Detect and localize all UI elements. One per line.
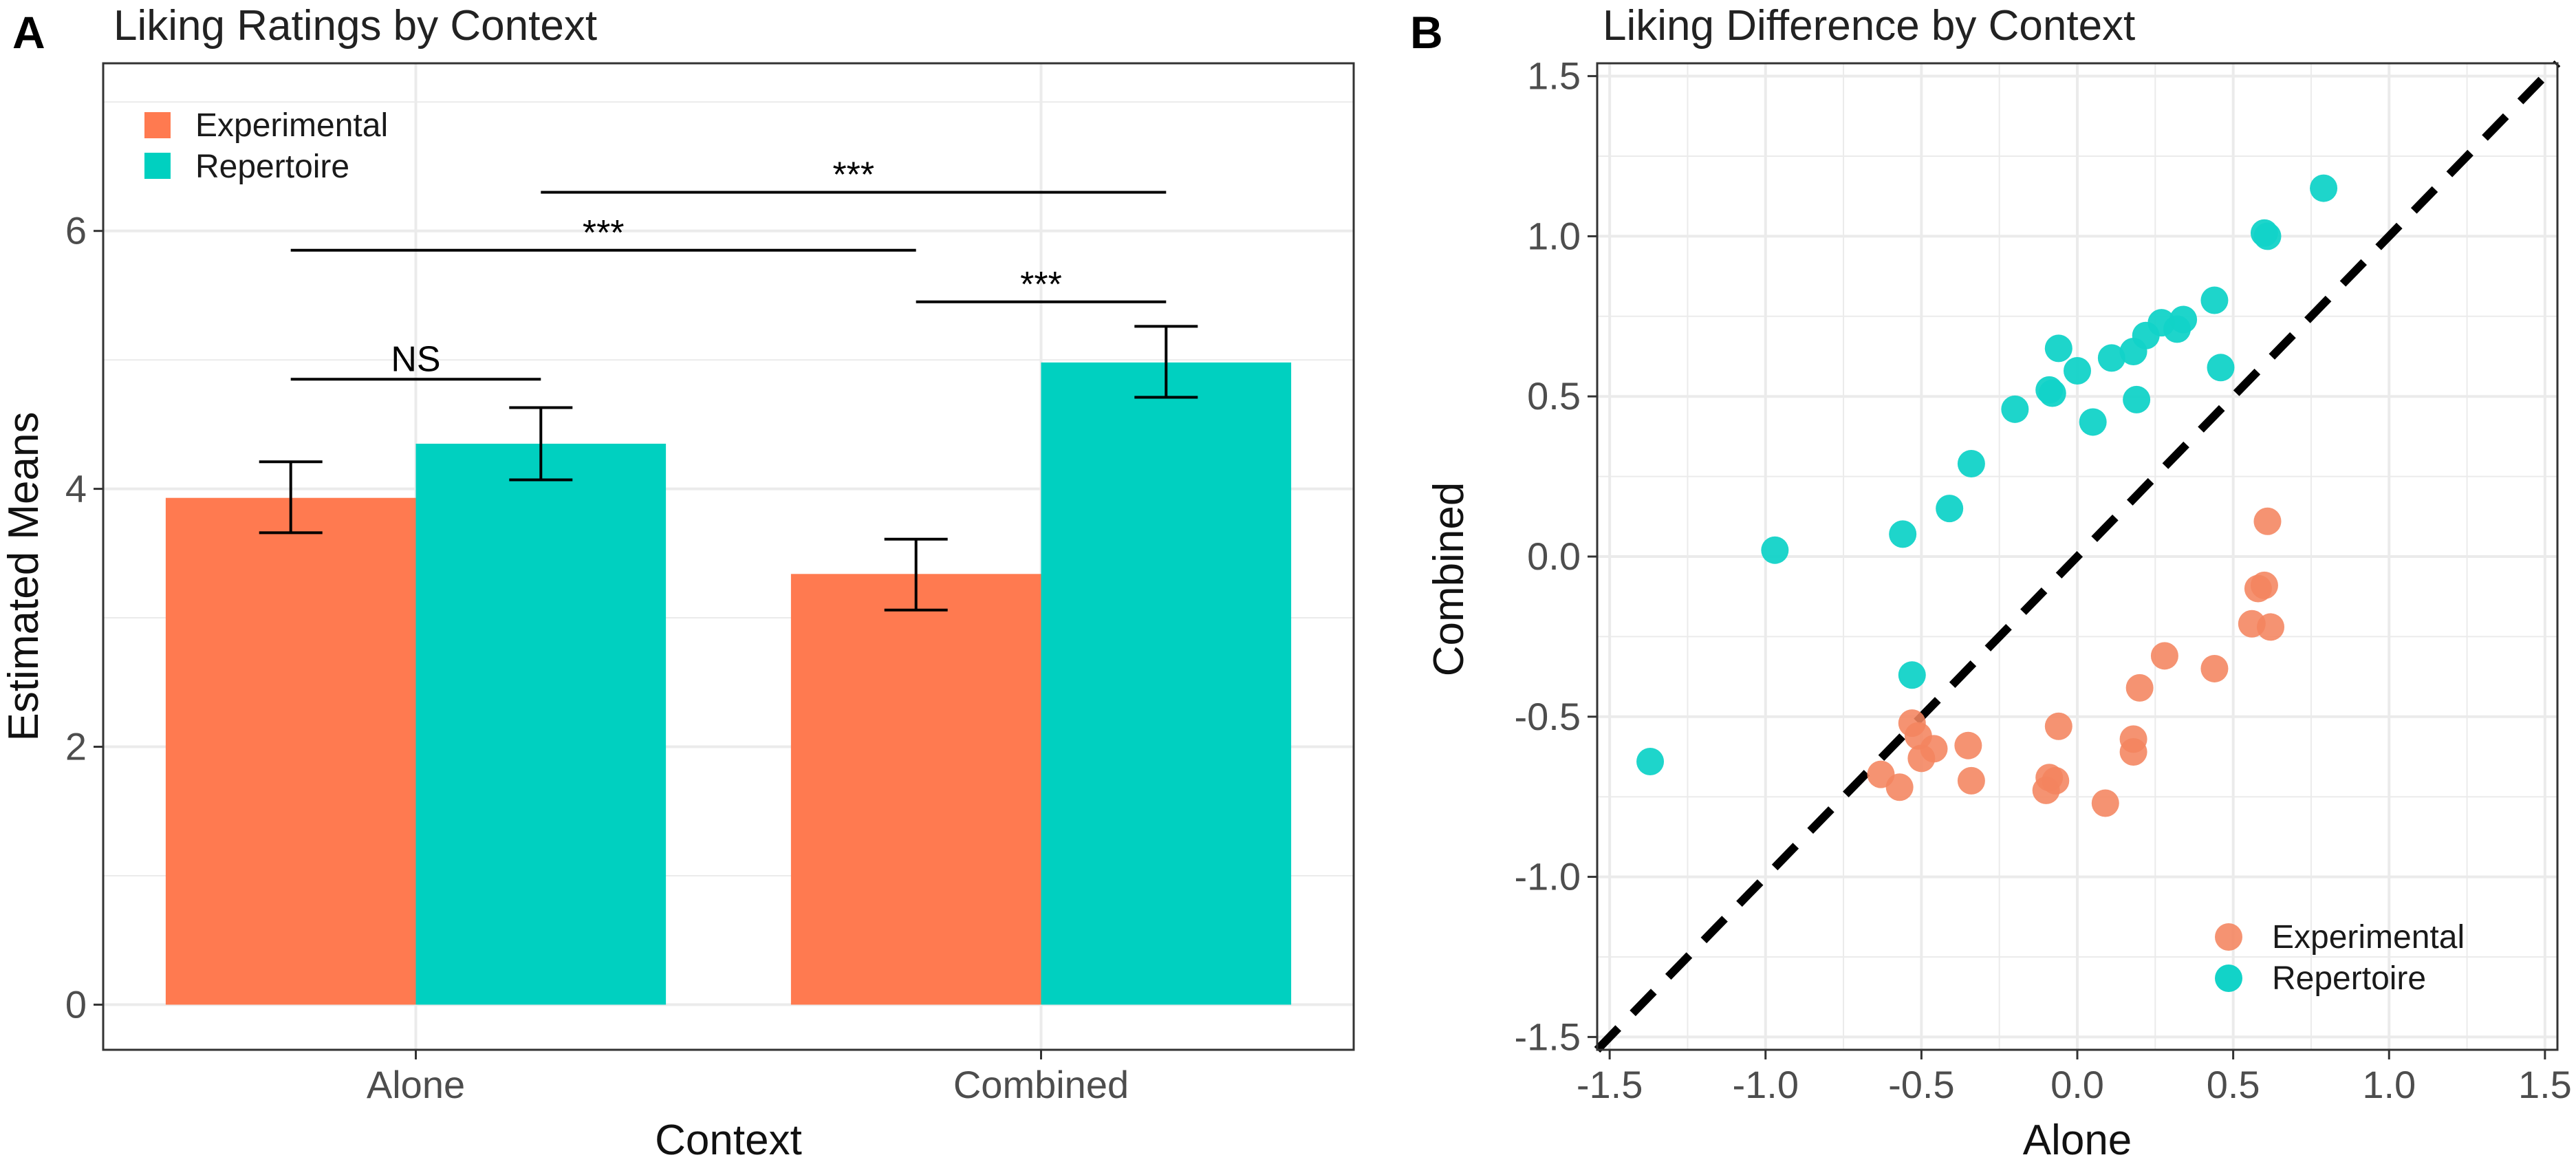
x-tick-label: -1.5 — [1577, 1063, 1643, 1106]
y-tick-label: 0 — [65, 982, 87, 1026]
point-repertoire — [2310, 174, 2338, 202]
y-tick-label: -1.0 — [1515, 855, 1581, 898]
x-tick-label: 0.5 — [2207, 1063, 2260, 1106]
point-experimental — [2044, 712, 2072, 740]
point-repertoire — [2038, 379, 2066, 407]
bar-alone-repertoire — [415, 443, 667, 1005]
y-tick-label: 4 — [65, 467, 87, 510]
point-experimental — [2119, 738, 2147, 766]
point-repertoire — [2001, 395, 2029, 423]
point-experimental — [1954, 731, 1982, 759]
legend-key-repertoire — [2215, 964, 2242, 992]
point-experimental — [2091, 789, 2119, 817]
x-tick-label: -1.0 — [1733, 1063, 1799, 1106]
significance-label: *** — [583, 213, 625, 253]
bar-chart-panel-border — [102, 62, 1355, 1051]
point-experimental — [2150, 642, 2178, 670]
point-experimental — [1920, 735, 1948, 763]
bar-combined-experimental — [790, 574, 1041, 1005]
y-tick-label: 6 — [65, 209, 87, 252]
point-experimental — [2200, 654, 2229, 682]
legend-label-repertoire: Repertoire — [195, 149, 349, 185]
point-repertoire — [2079, 408, 2107, 436]
y-tick-label: 1.0 — [1527, 214, 1581, 257]
bar-chart-legend: Experimental Repertoire — [144, 107, 388, 185]
x-tick-label: 0.0 — [2050, 1063, 2104, 1106]
x-tick-label: Alone — [367, 1063, 465, 1106]
bar-chart-ticks: 0 2 4 6 Alone Combined — [65, 209, 1129, 1106]
scatter-chart-ticks: -1.5 -1.0 -0.5 0.0 0.5 1.0 1.5 -1.5 -1.0 -0.5 0.0 0… — [1515, 54, 2572, 1106]
point-experimental — [2125, 673, 2154, 702]
point-repertoire — [2169, 305, 2198, 334]
y-tick-label: -0.5 — [1515, 695, 1581, 738]
point-experimental — [2257, 613, 2285, 641]
scatter-chart-x-axis-title: Alone — [2023, 1117, 2132, 1164]
scatter-chart-y-axis-title: Combined — [1425, 482, 1473, 677]
point-repertoire — [2064, 356, 2091, 385]
significance-label: *** — [832, 155, 874, 195]
y-tick-label: 0.5 — [1527, 374, 1581, 418]
legend-label-experimental: Experimental — [2272, 919, 2465, 956]
point-repertoire — [2207, 354, 2235, 382]
legend-label-experimental: Experimental — [195, 107, 388, 144]
bar-combined-repertoire — [1041, 362, 1292, 1005]
point-repertoire — [1761, 536, 1789, 564]
point-experimental — [2042, 766, 2070, 795]
y-tick-label: 0.0 — [1527, 535, 1581, 578]
significance-label: NS — [391, 339, 440, 379]
y-tick-label: 2 — [65, 724, 87, 768]
point-repertoire — [1898, 661, 1926, 689]
significance-label: *** — [1020, 265, 1062, 305]
point-repertoire — [1936, 495, 1964, 523]
identity-reference-line — [1594, 60, 2561, 1053]
point-experimental — [1957, 766, 1985, 795]
point-experimental — [2253, 507, 2282, 535]
legend-key-experimental — [144, 112, 171, 138]
point-repertoire — [1957, 449, 1985, 477]
bar-chart-bars — [165, 362, 1292, 1005]
scatter-chart-points — [1636, 174, 2338, 817]
bar-chart-x-axis-title: Context — [655, 1117, 802, 1164]
point-experimental — [2250, 571, 2278, 599]
point-repertoire — [2123, 385, 2151, 413]
x-tick-label: Combined — [953, 1063, 1129, 1106]
panel-a-letter: A — [12, 7, 45, 58]
legend-label-repertoire: Repertoire — [2272, 960, 2426, 997]
bar-chart-error-bars — [259, 325, 1198, 612]
point-repertoire — [2044, 334, 2072, 363]
bar-chart-significance-brackets: NS *** *** *** — [290, 155, 1167, 381]
point-repertoire — [2253, 222, 2282, 250]
point-experimental — [1885, 773, 1914, 801]
scatter-chart-title: Liking Difference by Context — [1603, 2, 2135, 50]
point-repertoire — [1889, 520, 1917, 548]
scatter-chart-legend: Experimental Repertoire — [2215, 919, 2465, 997]
point-repertoire — [2200, 286, 2229, 314]
bar-alone-experimental — [165, 497, 416, 1005]
point-repertoire — [1636, 747, 1665, 775]
x-tick-label: -0.5 — [1888, 1063, 1955, 1106]
x-tick-label: 1.5 — [2518, 1063, 2572, 1106]
panel-b-letter: B — [1410, 7, 1443, 58]
bar-chart-y-axis-title: Estimated Means — [0, 412, 47, 742]
legend-key-repertoire — [144, 153, 171, 179]
y-tick-label: -1.5 — [1515, 1015, 1581, 1058]
bar-chart-title: Liking Ratings by Context — [113, 2, 597, 50]
y-tick-label: 1.5 — [1527, 54, 1581, 98]
x-tick-label: 1.0 — [2362, 1063, 2416, 1106]
point-repertoire — [2097, 344, 2125, 372]
legend-key-experimental — [2215, 923, 2242, 951]
